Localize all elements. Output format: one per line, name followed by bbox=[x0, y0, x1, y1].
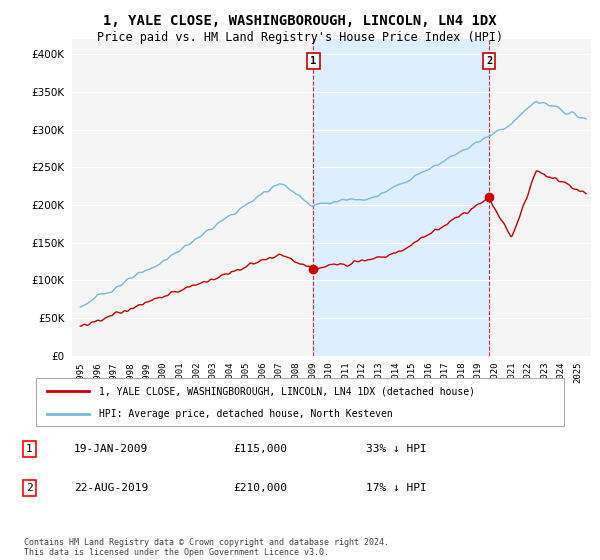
Text: 2: 2 bbox=[26, 483, 33, 493]
Text: Price paid vs. HM Land Registry's House Price Index (HPI): Price paid vs. HM Land Registry's House … bbox=[97, 31, 503, 44]
Text: 33% ↓ HPI: 33% ↓ HPI bbox=[366, 444, 427, 454]
Text: 2: 2 bbox=[486, 57, 492, 66]
Text: 19-JAN-2009: 19-JAN-2009 bbox=[74, 444, 148, 454]
Text: 1, YALE CLOSE, WASHINGBOROUGH, LINCOLN, LN4 1DX (detached house): 1, YALE CLOSE, WASHINGBOROUGH, LINCOLN, … bbox=[100, 386, 475, 396]
Text: 22-AUG-2019: 22-AUG-2019 bbox=[74, 483, 148, 493]
Text: £210,000: £210,000 bbox=[234, 483, 288, 493]
Text: 17% ↓ HPI: 17% ↓ HPI bbox=[366, 483, 427, 493]
Bar bbox=[313, 39, 489, 356]
Text: 1, YALE CLOSE, WASHINGBOROUGH, LINCOLN, LN4 1DX: 1, YALE CLOSE, WASHINGBOROUGH, LINCOLN, … bbox=[103, 14, 497, 28]
Text: 1: 1 bbox=[310, 57, 316, 66]
Text: £115,000: £115,000 bbox=[234, 444, 288, 454]
Text: 1: 1 bbox=[26, 444, 33, 454]
Text: HPI: Average price, detached house, North Kesteven: HPI: Average price, detached house, Nort… bbox=[100, 409, 393, 419]
Text: Contains HM Land Registry data © Crown copyright and database right 2024.
This d: Contains HM Land Registry data © Crown c… bbox=[24, 538, 389, 557]
